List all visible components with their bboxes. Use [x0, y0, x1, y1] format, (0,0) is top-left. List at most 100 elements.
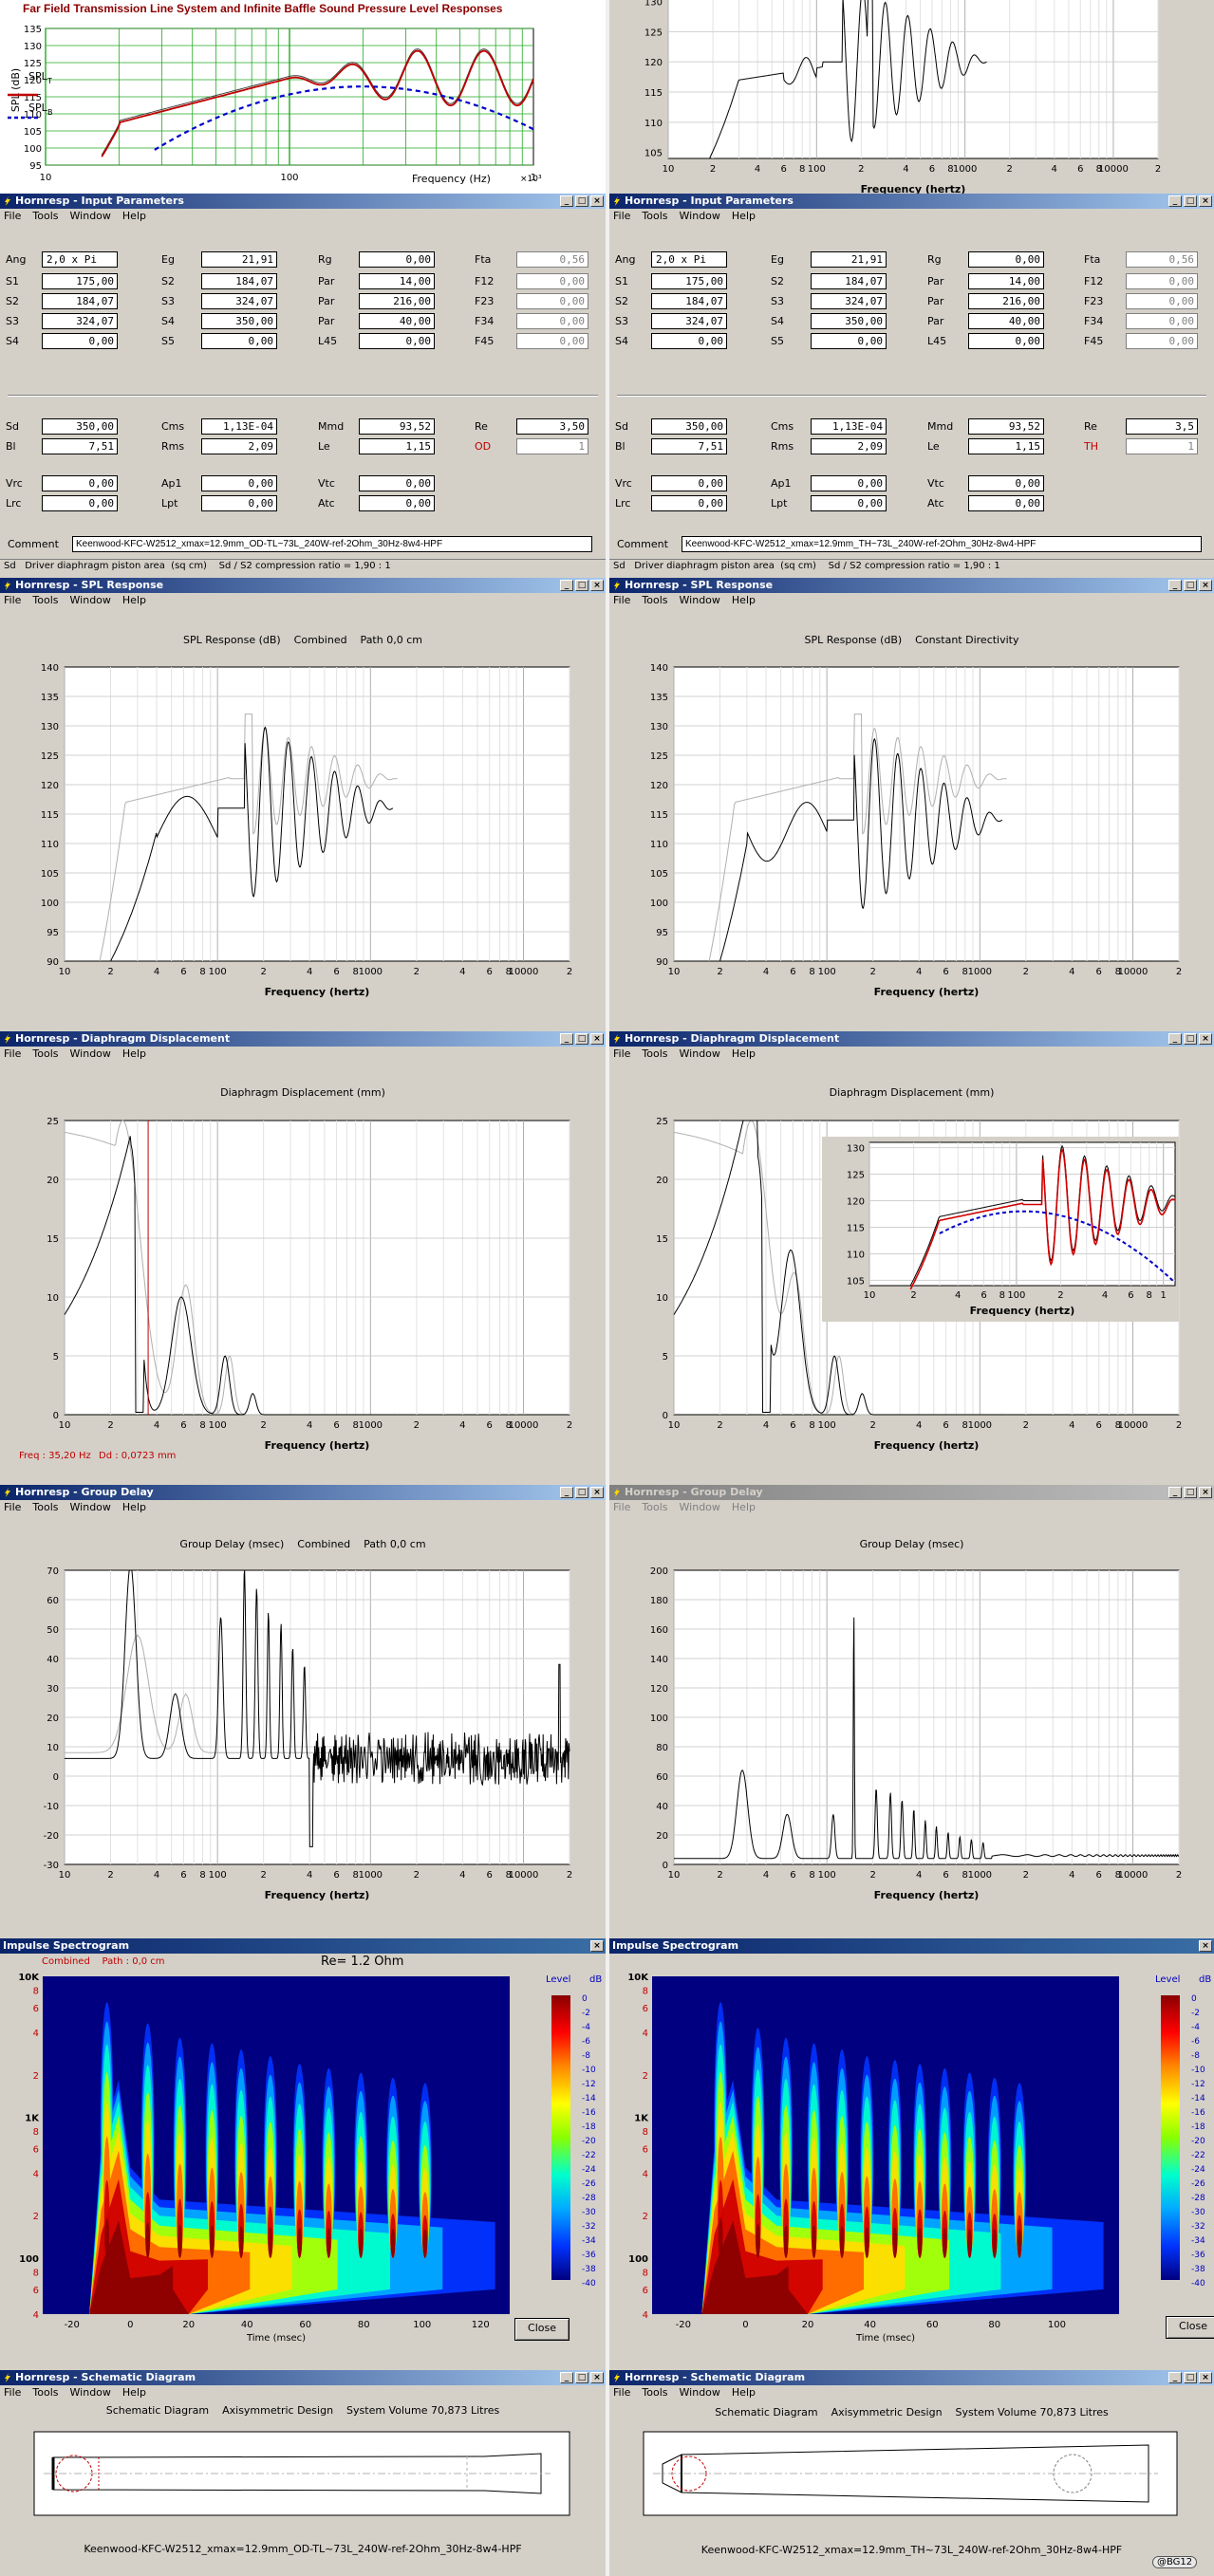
param-field-f23[interactable]: 0,00	[516, 293, 588, 309]
minimize-icon[interactable]: _	[560, 2372, 573, 2383]
minimize-icon[interactable]: _	[1168, 195, 1182, 207]
maximize-icon[interactable]: □	[1184, 580, 1197, 591]
maximize-icon[interactable]: □	[1184, 1033, 1197, 1045]
menu-file[interactable]: File	[4, 210, 22, 222]
minimize-icon[interactable]: _	[560, 580, 573, 591]
titlebar[interactable]: Impulse Spectrogram ×	[0, 1938, 606, 1954]
menu-tools[interactable]: Tools	[642, 2386, 668, 2399]
param-field-s1[interactable]: 175,00	[42, 273, 118, 289]
menu-tools[interactable]: Tools	[642, 594, 668, 606]
param-field-par[interactable]: 216,00	[968, 293, 1044, 309]
param-field-f23[interactable]: 0,00	[1126, 293, 1198, 309]
close-icon[interactable]: ×	[590, 1033, 604, 1045]
maximize-icon[interactable]: □	[575, 580, 588, 591]
param-field-l45[interactable]: 0,00	[968, 333, 1044, 349]
param-field-s5[interactable]: 0,00	[811, 333, 887, 349]
menu-tools[interactable]: Tools	[642, 1501, 668, 1513]
maximize-icon[interactable]: □	[575, 195, 588, 207]
minimize-icon[interactable]: _	[1168, 2372, 1182, 2383]
minimize-icon[interactable]: _	[560, 195, 573, 207]
param-field-rg[interactable]: 0,00	[359, 251, 435, 268]
close-icon[interactable]: ×	[590, 1487, 604, 1498]
menu-file[interactable]: File	[613, 1047, 631, 1060]
param-field-f34[interactable]: 0,00	[516, 313, 588, 329]
menu-help[interactable]: Help	[121, 1501, 146, 1513]
param-field-ang[interactable]: 2,0 x Pi	[42, 251, 118, 268]
param-field-par[interactable]: 14,00	[968, 273, 1044, 289]
menu-help[interactable]: Help	[731, 1047, 756, 1060]
param-field-f34[interactable]: 0,00	[1126, 313, 1198, 329]
titlebar[interactable]: Hornresp - Input Parameters _ □ ×	[609, 194, 1214, 209]
param-field-s1[interactable]: 175,00	[651, 273, 727, 289]
maximize-icon[interactable]: □	[575, 1033, 588, 1045]
param-field-fta[interactable]: 0,56	[516, 251, 588, 268]
close-icon[interactable]: ×	[1199, 1940, 1212, 1952]
titlebar[interactable]: Hornresp - Schematic Diagram _ □ ×	[609, 2370, 1214, 2385]
param-field-re[interactable]: 3,5	[1126, 418, 1198, 435]
param-field-cms[interactable]: 1,13E-04	[811, 418, 887, 435]
menu-window[interactable]: Window	[679, 1047, 720, 1060]
titlebar[interactable]: Hornresp - Input Parameters _ □ ×	[0, 194, 606, 209]
menu-file[interactable]: File	[613, 2386, 631, 2399]
param-field-vrc[interactable]: 0,00	[42, 475, 118, 491]
param-field-atc[interactable]: 0,00	[359, 495, 435, 511]
menu-help[interactable]: Help	[121, 1047, 146, 1060]
param-field-l45[interactable]: 0,00	[359, 333, 435, 349]
comment-field[interactable]: Keenwood-KFC-W2512_xmax=12.9mm_TH~73L_24…	[682, 536, 1202, 552]
titlebar[interactable]: Hornresp - Group Delay _ □ ×	[609, 1485, 1214, 1500]
menu-file[interactable]: File	[613, 1501, 631, 1513]
param-field-f12[interactable]: 0,00	[1126, 273, 1198, 289]
param-field-s4[interactable]: 0,00	[651, 333, 727, 349]
close-button[interactable]: Close	[1166, 2316, 1214, 2339]
param-field-le[interactable]: 1,15	[968, 438, 1044, 454]
titlebar[interactable]: Hornresp - Diaphragm Displacement _ □ ×	[609, 1031, 1214, 1047]
minimize-icon[interactable]: _	[1168, 1487, 1182, 1498]
param-field-fta[interactable]: 0,56	[1126, 251, 1198, 268]
titlebar[interactable]: Hornresp - Schematic Diagram _ □ ×	[0, 2370, 606, 2385]
close-icon[interactable]: ×	[590, 580, 604, 591]
close-icon[interactable]: ×	[590, 2372, 604, 2383]
menu-window[interactable]: Window	[69, 210, 111, 222]
menu-window[interactable]: Window	[679, 2386, 720, 2399]
param-field-s2[interactable]: 184,07	[811, 273, 887, 289]
param-field-od[interactable]: 1	[516, 438, 588, 454]
close-icon[interactable]: ×	[1199, 2372, 1212, 2383]
menu-help[interactable]: Help	[121, 594, 146, 606]
titlebar[interactable]: Hornresp - SPL Response _ □ ×	[609, 578, 1214, 593]
param-field-lrc[interactable]: 0,00	[651, 495, 727, 511]
menu-window[interactable]: Window	[69, 1047, 111, 1060]
param-field-sd[interactable]: 350,00	[42, 418, 118, 435]
menu-help[interactable]: Help	[731, 1501, 756, 1513]
param-field-lrc[interactable]: 0,00	[42, 495, 118, 511]
param-field-eg[interactable]: 21,91	[811, 251, 887, 268]
menu-window[interactable]: Window	[679, 594, 720, 606]
param-field-lpt[interactable]: 0,00	[811, 495, 887, 511]
param-field-s3[interactable]: 324,07	[42, 313, 118, 329]
param-field-eg[interactable]: 21,91	[201, 251, 277, 268]
maximize-icon[interactable]: □	[1184, 1487, 1197, 1498]
close-icon[interactable]: ×	[1199, 1487, 1212, 1498]
menu-help[interactable]: Help	[121, 2386, 146, 2399]
param-field-rms[interactable]: 2,09	[201, 438, 277, 454]
param-field-lpt[interactable]: 0,00	[201, 495, 277, 511]
close-icon[interactable]: ×	[1199, 1033, 1212, 1045]
param-field-s4[interactable]: 350,00	[811, 313, 887, 329]
param-field-bl[interactable]: 7,51	[651, 438, 727, 454]
param-field-par[interactable]: 216,00	[359, 293, 435, 309]
minimize-icon[interactable]: _	[1168, 580, 1182, 591]
param-field-sd[interactable]: 350,00	[651, 418, 727, 435]
param-field-atc[interactable]: 0,00	[968, 495, 1044, 511]
menu-file[interactable]: File	[613, 594, 631, 606]
menu-tools[interactable]: Tools	[642, 210, 668, 222]
param-field-s4[interactable]: 0,00	[42, 333, 118, 349]
menu-tools[interactable]: Tools	[32, 594, 59, 606]
maximize-icon[interactable]: □	[1184, 2372, 1197, 2383]
param-field-vtc[interactable]: 0,00	[968, 475, 1044, 491]
menu-window[interactable]: Window	[679, 210, 720, 222]
param-field-s3[interactable]: 324,07	[201, 293, 277, 309]
titlebar[interactable]: Impulse Spectrogram ×	[609, 1938, 1214, 1954]
param-field-mmd[interactable]: 93,52	[968, 418, 1044, 435]
menu-tools[interactable]: Tools	[32, 2386, 59, 2399]
comment-field[interactable]: Keenwood-KFC-W2512_xmax=12.9mm_OD-TL~73L…	[72, 536, 592, 552]
param-field-ap1[interactable]: 0,00	[811, 475, 887, 491]
